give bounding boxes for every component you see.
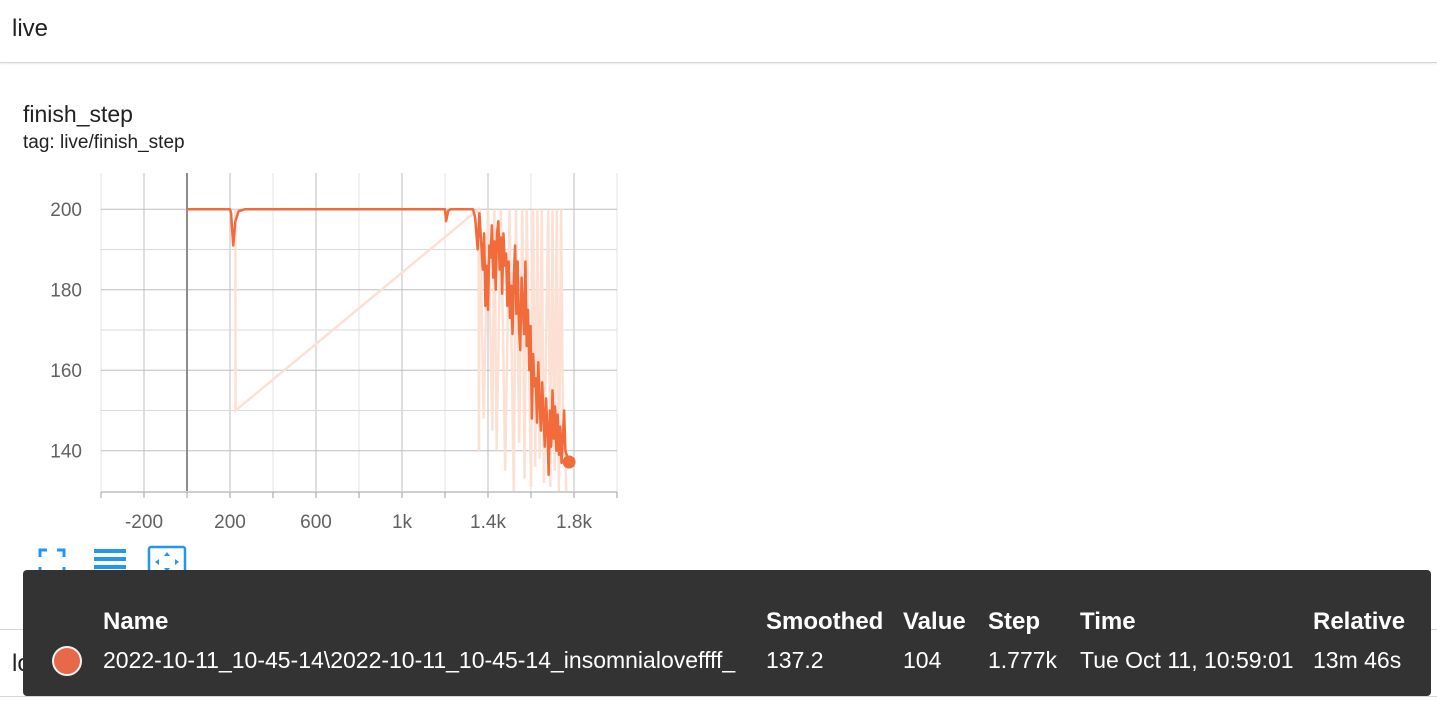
header-name: Name (103, 608, 169, 635)
smoothed-value: 137.2 (766, 647, 824, 673)
fullscreen-button[interactable] (34, 544, 70, 580)
line-chart[interactable]: -200 200 600 1k 1.4k 1.8k 140 160 180 200 (0, 160, 640, 540)
step-value: 1.777k (988, 647, 1058, 673)
header-time: Time (1080, 608, 1136, 635)
x-tick-label: 1.4k (470, 512, 506, 533)
y-tick-label: 160 (50, 361, 82, 382)
header-step: Step (988, 608, 1041, 635)
hover-point-marker (562, 455, 576, 469)
raw-value: 104 (903, 647, 942, 673)
run-name: 2022-10-11_10-45-14\2022-10-11_10-45-14_… (103, 647, 736, 673)
x-tick-label: -200 (125, 512, 163, 533)
chart-tooltip: Name Smoothed Value Step Time Relative 2… (23, 570, 1431, 696)
time-value: Tue Oct 11, 10:59:01 (1080, 647, 1294, 673)
relative-value: 13m 46s (1313, 647, 1402, 673)
card-title: finish_step (23, 101, 133, 127)
x-tick-label: 1k (392, 512, 413, 533)
header-smoothed: Smoothed (766, 608, 884, 635)
group-title: live (12, 15, 49, 42)
header-relative: Relative (1313, 608, 1406, 635)
group-header-live[interactable]: live (0, 0, 1437, 63)
card-tag: tag: live/finish_step (23, 132, 185, 153)
run-color-swatch (52, 646, 82, 676)
y-tick-label: 180 (50, 281, 82, 302)
y-tick-label: 140 (50, 442, 82, 463)
x-tick-label: 1.8k (556, 512, 592, 533)
smoothed-series-line (187, 207, 570, 477)
y-tick-label: 200 (50, 200, 82, 221)
header-value: Value (903, 608, 966, 635)
x-tick-label: 600 (300, 512, 332, 533)
fullscreen-icon (38, 548, 66, 576)
x-tick-label: 200 (214, 512, 246, 533)
